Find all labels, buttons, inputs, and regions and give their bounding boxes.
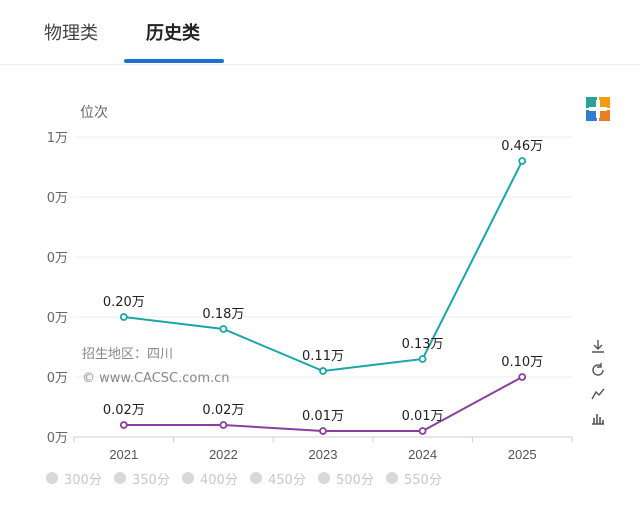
y-tick-label: 0万 — [47, 431, 68, 446]
legend-dot — [114, 472, 126, 484]
legend-item[interactable]: 350分 — [114, 468, 182, 488]
legend-item[interactable]: 500分 — [318, 468, 386, 488]
legend-dot — [386, 472, 398, 484]
data-label: 0.11万 — [302, 349, 344, 364]
data-point — [319, 367, 327, 375]
legend: 300分 350分 400分 450分 500分 550分 — [46, 468, 454, 488]
data-label: 0.20万 — [103, 295, 145, 310]
tab-physics[interactable]: 物理类 — [44, 23, 98, 44]
logo-icon — [586, 97, 610, 121]
bar-chart-icon[interactable] — [590, 410, 606, 426]
watermark-text: 招生地区：四川 — [82, 347, 173, 362]
data-label: 0.02万 — [103, 403, 145, 418]
x-tick-label: 2021 — [109, 447, 138, 462]
legend-dot — [318, 472, 330, 484]
data-point — [418, 355, 427, 363]
y-axis: 1万 0万 0万 0万 0万 0万 — [47, 131, 68, 446]
data-label: 0.13万 — [402, 337, 444, 352]
x-tick-label: 2022 — [209, 447, 238, 462]
line-chart-icon[interactable] — [590, 386, 606, 402]
data-point — [119, 313, 128, 321]
legend-label: 300分 — [64, 472, 102, 488]
legend-dot — [46, 472, 58, 484]
data-point — [219, 325, 228, 333]
data-point — [319, 427, 327, 435]
series-layer: 0.20万 0.18万 0.11万 0.13万 0.46万 0.02万 0.02万 0.01万… — [103, 139, 543, 435]
data-point — [418, 427, 427, 435]
y-axis-title: 位次 — [80, 105, 108, 121]
y-tick-label: 0万 — [47, 191, 68, 206]
tab-bar: 物理类 历史类 — [0, 0, 640, 65]
series-line — [123, 160, 524, 373]
data-label: 0.01万 — [402, 409, 444, 424]
y-tick-label: 0万 — [47, 251, 68, 266]
y-tick-label: 1万 — [47, 131, 68, 146]
data-point — [119, 421, 128, 429]
legend-item[interactable]: 550分 — [386, 468, 454, 488]
x-tick-label: 2024 — [408, 447, 437, 462]
y-tick-label: 0万 — [47, 311, 68, 326]
watermark: 招生地区：四川 © www.CACSC.com.cn — [82, 347, 230, 386]
x-axis: 2021 2022 2023 2024 2025 — [73, 437, 573, 462]
legend-dot — [182, 472, 194, 484]
legend-label: 400分 — [200, 472, 238, 488]
legend-item[interactable]: 450分 — [250, 468, 318, 488]
legend-label: 500分 — [336, 472, 374, 488]
legend-item[interactable]: 400分 — [182, 468, 250, 488]
refresh-icon[interactable] — [590, 362, 606, 378]
data-point — [518, 157, 527, 165]
legend-label: 350分 — [132, 472, 170, 488]
data-label: 0.10万 — [501, 355, 543, 370]
data-label: 0.18万 — [202, 307, 244, 322]
data-point — [518, 373, 527, 381]
data-point — [219, 421, 228, 429]
y-tick-label: 0万 — [47, 371, 68, 386]
x-tick-label: 2025 — [508, 447, 537, 462]
active-tab-indicator — [124, 59, 224, 63]
legend-label: 550分 — [404, 472, 442, 488]
tab-history[interactable]: 历史类 — [146, 23, 200, 44]
download-icon[interactable] — [590, 338, 606, 354]
legend-dot — [250, 472, 262, 484]
legend-item[interactable]: 300分 — [46, 468, 114, 488]
data-label: 0.46万 — [501, 139, 543, 154]
data-label: 0.02万 — [202, 403, 244, 418]
x-tick-label: 2023 — [309, 447, 338, 462]
grid — [74, 136, 572, 438]
data-label: 0.01万 — [302, 409, 344, 424]
watermark-text: © www.CACSC.com.cn — [82, 371, 230, 386]
legend-label: 450分 — [268, 472, 306, 488]
